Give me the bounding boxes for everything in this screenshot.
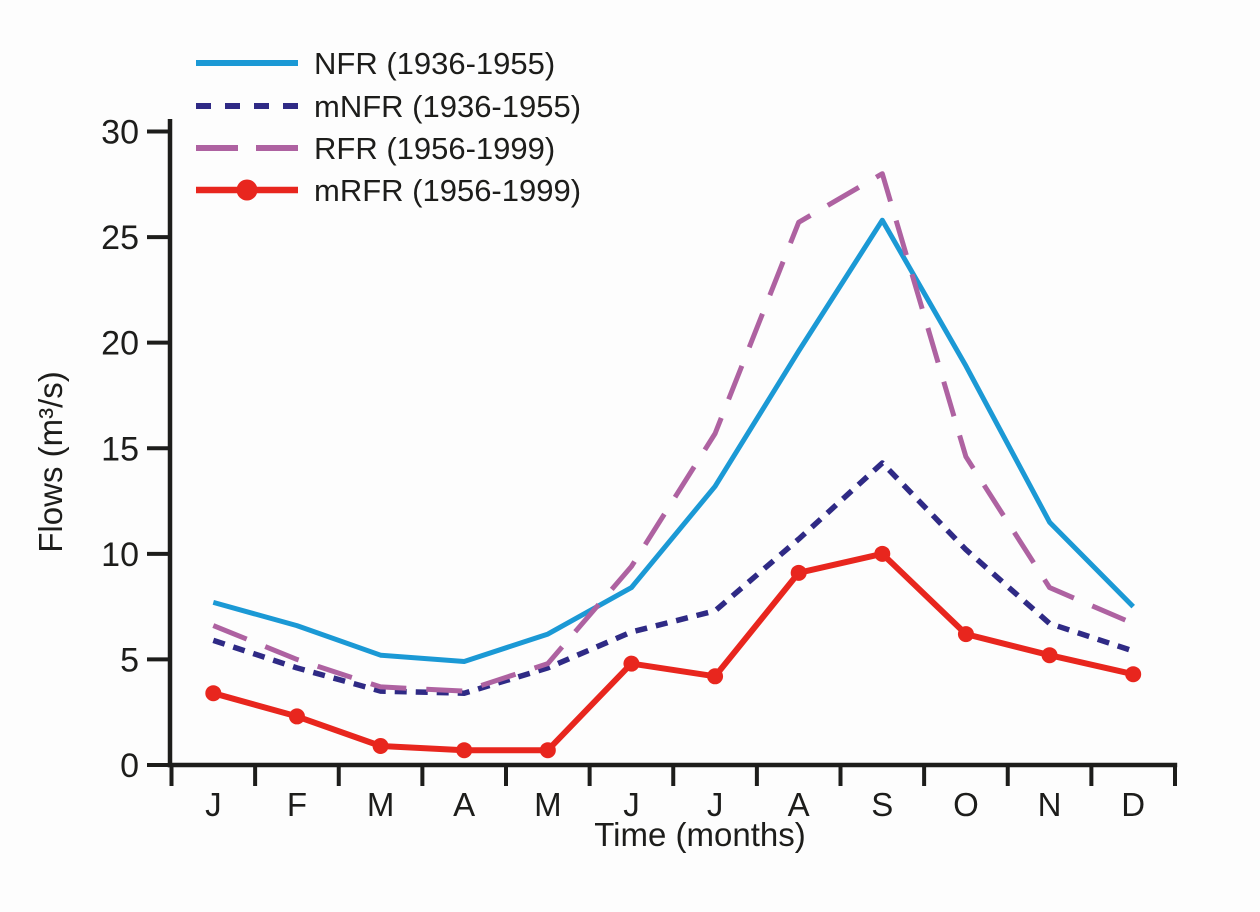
- x-month-label: F: [287, 786, 307, 823]
- data-point-marker: [957, 626, 974, 643]
- data-point-marker: [456, 742, 473, 759]
- y-tick-label: 30: [101, 114, 139, 152]
- y-tick-label: 15: [101, 430, 139, 468]
- series-line-mNFR: [212, 460, 1135, 696]
- y-axis-title: Flows (m³/s): [32, 371, 69, 552]
- data-point-marker: [205, 685, 222, 702]
- data-point-marker: [1041, 647, 1058, 664]
- y-tick-label: 20: [101, 325, 139, 363]
- legend: NFR (1936-1955) mNFR (1936-1955) RFR (1956…: [196, 46, 581, 208]
- x-month-label: J: [707, 786, 724, 823]
- legend-swatch-marker: [236, 179, 258, 201]
- data-point-marker: [874, 545, 891, 562]
- x-month-label: J: [205, 786, 222, 823]
- x-month-label: A: [788, 786, 810, 823]
- data-point-marker: [707, 668, 724, 685]
- y-tick-label: 25: [101, 219, 139, 257]
- y-tick-label: 5: [120, 641, 139, 679]
- axes: 0 5 10 15 20 25 30 J F M A M J J A S O N D: [101, 114, 1178, 823]
- series-line-NFR: [212, 217, 1135, 664]
- legend-label: NFR (1936-1955): [314, 46, 555, 81]
- data-point-marker: [288, 708, 305, 725]
- x-axis-title: Time (months): [594, 816, 805, 853]
- x-month-label: A: [453, 786, 475, 823]
- data-point-marker: [539, 742, 556, 759]
- legend-item: RFR (1956-1999): [196, 131, 555, 166]
- y-tick-label: 0: [120, 747, 139, 785]
- legend-item: mRFR (1956-1999): [196, 173, 581, 208]
- series-line-mRFR: [212, 550, 1134, 754]
- series-lines: [205, 171, 1142, 759]
- x-month-label: S: [871, 786, 893, 823]
- data-point-marker: [790, 564, 807, 581]
- series-line-RFR: [212, 171, 1135, 694]
- x-month-label: D: [1121, 786, 1145, 823]
- legend-label: mNFR (1936-1955): [314, 89, 581, 124]
- legend-item: mNFR (1936-1955): [196, 89, 581, 124]
- data-point-marker: [623, 655, 640, 672]
- x-month-label: M: [534, 786, 562, 823]
- data-point-marker: [372, 737, 389, 754]
- data-point-marker: [1125, 666, 1142, 683]
- x-month-label: N: [1038, 786, 1062, 823]
- x-month-label: M: [367, 786, 395, 823]
- legend-item: NFR (1936-1955): [196, 46, 555, 81]
- y-tick-label: 10: [101, 536, 139, 574]
- x-month-label: O: [953, 786, 979, 823]
- x-month-label: J: [623, 786, 640, 823]
- legend-label: mRFR (1956-1999): [314, 173, 581, 208]
- legend-label: RFR (1956-1999): [314, 131, 555, 166]
